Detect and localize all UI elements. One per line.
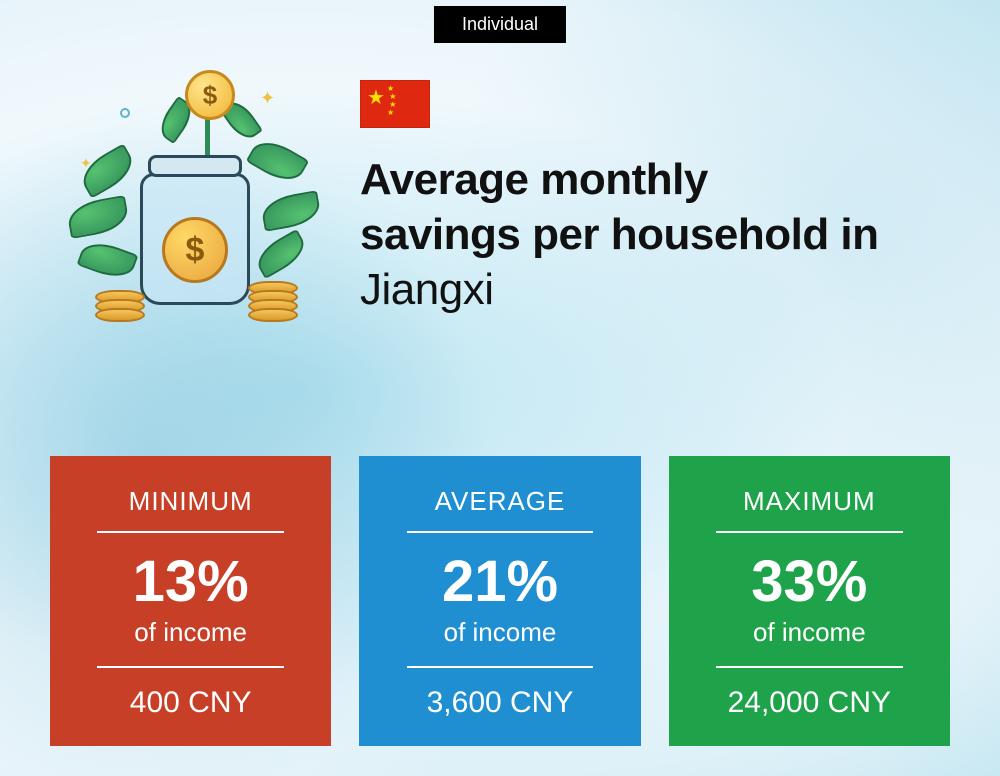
card-sub: of income bbox=[134, 617, 247, 648]
divider bbox=[97, 666, 284, 668]
title-region: Jiangxi bbox=[360, 265, 493, 314]
title-line: savings per household in bbox=[360, 210, 879, 259]
divider bbox=[716, 666, 903, 668]
card-label: MINIMUM bbox=[129, 486, 253, 517]
divider bbox=[407, 531, 594, 533]
decor-dot bbox=[120, 108, 130, 118]
title-line: Average monthly bbox=[360, 155, 708, 204]
divider bbox=[716, 531, 903, 533]
card-sub: of income bbox=[444, 617, 557, 648]
card-amount: 400 CNY bbox=[130, 686, 252, 720]
header: ✦ ✦ ✦ $ $ ★ ★ ★★ Average m bbox=[50, 60, 950, 340]
jar-icon: $ bbox=[140, 155, 250, 305]
stat-card-maximum: MAXIMUM 33% of income 24,000 CNY bbox=[669, 456, 950, 746]
savings-illustration: ✦ ✦ ✦ $ $ bbox=[50, 60, 330, 340]
leaf-icon bbox=[260, 190, 323, 232]
leaf-icon bbox=[246, 133, 310, 188]
sparkle-icon: ✦ bbox=[260, 88, 275, 109]
coin-stack-icon bbox=[95, 295, 145, 322]
coin-stack-icon bbox=[248, 286, 298, 322]
card-percent: 21% bbox=[442, 553, 558, 611]
card-label: MAXIMUM bbox=[743, 486, 876, 517]
stat-cards: MINIMUM 13% of income 400 CNY AVERAGE 21… bbox=[50, 456, 950, 746]
leaf-icon bbox=[76, 143, 140, 198]
card-amount: 3,600 CNY bbox=[427, 686, 574, 720]
divider bbox=[407, 666, 594, 668]
leaf-icon bbox=[77, 236, 139, 283]
coin-icon: $ bbox=[185, 70, 235, 120]
leaf-icon bbox=[251, 229, 310, 279]
card-sub: of income bbox=[753, 617, 866, 648]
title-block: ★ ★ ★★ Average monthly savings per house… bbox=[360, 60, 950, 317]
card-label: AVERAGE bbox=[435, 486, 566, 517]
card-percent: 33% bbox=[751, 553, 867, 611]
china-flag-icon: ★ ★ ★★ bbox=[360, 80, 430, 128]
card-percent: 13% bbox=[133, 553, 249, 611]
stat-card-minimum: MINIMUM 13% of income 400 CNY bbox=[50, 456, 331, 746]
coin-icon: $ bbox=[162, 217, 228, 283]
divider bbox=[97, 531, 284, 533]
page-title: Average monthly savings per household in… bbox=[360, 152, 950, 317]
leaf-icon bbox=[66, 195, 131, 239]
card-amount: 24,000 CNY bbox=[728, 686, 891, 720]
category-tag: Individual bbox=[434, 6, 566, 43]
stat-card-average: AVERAGE 21% of income 3,600 CNY bbox=[359, 456, 640, 746]
